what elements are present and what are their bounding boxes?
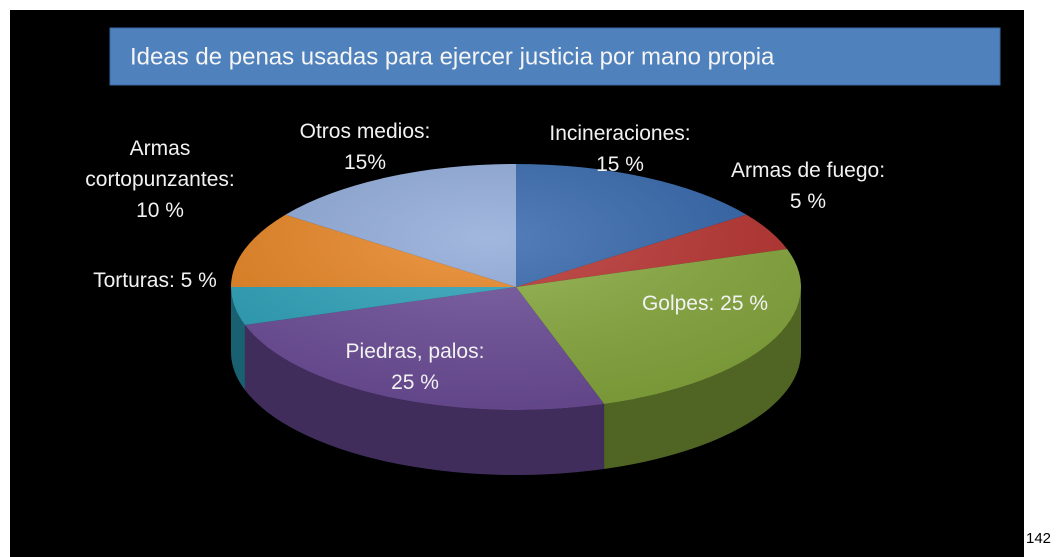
category-label: Incineraciones: <box>549 122 691 145</box>
value-label: 5 % <box>789 190 827 213</box>
slice-side <box>244 325 605 475</box>
data-label: Otros medios: 15% <box>265 116 465 178</box>
page-number: 142 <box>1026 530 1052 547</box>
value-label: 25 % <box>391 371 439 394</box>
data-label: Armas cortopunzantes: 10 % <box>65 133 255 226</box>
category-label: Torturas: <box>93 269 175 292</box>
data-label: Piedras, palos: 25 % <box>305 336 525 398</box>
data-label: Torturas: 5 % <box>80 265 230 296</box>
chart-title: Ideas de penas usadas para ejercer justi… <box>130 43 775 70</box>
value-label: 10 % <box>136 199 184 222</box>
value-label: 15 % <box>596 153 644 176</box>
data-label: Armas de fuego: 5 % <box>698 155 918 217</box>
slice-side <box>604 287 801 469</box>
data-label: Incineraciones: 15 % <box>500 118 740 180</box>
value-label: 25 % <box>720 292 769 315</box>
title-box <box>109 27 1001 86</box>
category-label: Piedras, palos: <box>345 340 485 363</box>
category-label: Armas cortopunzantes: <box>85 137 235 191</box>
data-label: Golpes: 25 % <box>605 288 805 319</box>
category-label: Otros medios: <box>299 120 431 143</box>
value-label: 5 % <box>180 269 217 292</box>
category-label: Armas de fuego: <box>730 159 886 182</box>
category-label: Golpes: <box>641 292 715 315</box>
value-label: 15% <box>343 151 387 174</box>
